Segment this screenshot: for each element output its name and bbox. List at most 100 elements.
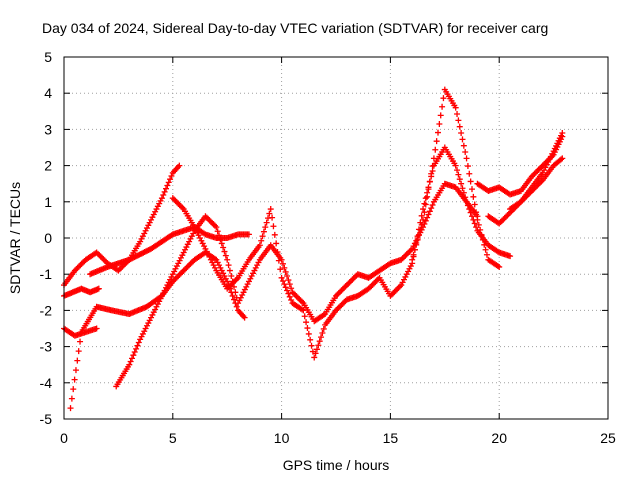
y-tick-label: 1 <box>44 194 52 210</box>
data-point <box>304 325 311 332</box>
data-point <box>274 249 281 256</box>
data-point <box>224 256 231 263</box>
data-point <box>415 231 422 238</box>
y-tick-label: 3 <box>44 121 52 137</box>
data-point <box>233 303 240 310</box>
data-point <box>436 120 443 127</box>
data-point <box>467 178 474 185</box>
data-point <box>160 192 167 199</box>
data-point <box>281 281 288 288</box>
x-axis-label: GPS time / hours <box>283 457 390 473</box>
data-point <box>459 185 466 192</box>
data-point <box>286 281 293 288</box>
data-points <box>61 86 566 412</box>
data-point <box>422 201 429 208</box>
data-point <box>463 155 470 162</box>
data-point <box>320 325 327 332</box>
series-track-7 <box>169 144 514 361</box>
x-tick-label: 15 <box>383 430 399 446</box>
data-point <box>429 201 436 208</box>
series-track-11 <box>507 155 566 213</box>
y-tick-label: -4 <box>40 375 53 391</box>
data-point <box>133 345 140 352</box>
data-point <box>167 176 174 183</box>
y-tick-label: 2 <box>44 158 52 174</box>
data-point <box>475 221 482 228</box>
data-point <box>158 195 165 202</box>
y-tick-label: -5 <box>40 411 53 427</box>
data-point <box>425 186 432 193</box>
data-point <box>131 349 138 356</box>
data-point <box>126 361 133 368</box>
data-point <box>463 198 470 205</box>
data-point <box>311 354 318 361</box>
data-point <box>67 405 74 412</box>
data-point <box>454 111 461 118</box>
data-point <box>163 185 169 192</box>
data-point <box>507 253 514 260</box>
y-tick-label: -1 <box>40 266 53 282</box>
data-point <box>75 348 82 355</box>
y-tick-label: 4 <box>44 85 52 101</box>
data-point <box>288 296 295 303</box>
data-point <box>284 287 291 294</box>
data-point <box>282 268 289 275</box>
data-point <box>422 217 429 224</box>
data-point <box>428 205 435 212</box>
series-track-1 <box>61 162 183 289</box>
data-point <box>418 221 425 228</box>
data-point <box>213 224 220 231</box>
data-point <box>462 194 469 201</box>
data-point <box>278 274 285 281</box>
data-point <box>426 208 433 215</box>
data-point <box>426 178 433 185</box>
data-point <box>300 307 307 314</box>
data-point <box>479 236 486 243</box>
x-tick-label: 10 <box>274 430 290 446</box>
data-point <box>225 262 232 269</box>
data-point <box>318 334 325 341</box>
data-point <box>458 130 465 137</box>
data-point <box>68 395 75 402</box>
data-point <box>256 242 263 249</box>
x-tick-label: 20 <box>491 430 507 446</box>
data-point <box>164 182 171 189</box>
data-point <box>134 342 141 349</box>
data-point <box>437 112 444 119</box>
data-point <box>466 206 473 213</box>
data-point <box>278 256 285 263</box>
data-point <box>218 240 225 247</box>
data-point <box>241 314 248 321</box>
data-point <box>433 138 440 145</box>
data-point <box>245 231 252 238</box>
chart-title: Day 034 of 2024, Sidereal Day-to-day VTE… <box>42 20 548 36</box>
data-point <box>303 319 310 326</box>
data-point <box>281 264 288 271</box>
data-point <box>482 246 489 253</box>
data-point <box>285 290 292 297</box>
data-point <box>216 232 223 239</box>
data-point <box>259 233 266 240</box>
y-tick-label: 0 <box>44 230 52 246</box>
series-track-10 <box>485 130 566 227</box>
data-point <box>471 220 478 227</box>
data-point <box>559 155 566 162</box>
data-point <box>452 104 459 111</box>
data-point <box>483 251 490 258</box>
data-point <box>93 325 100 332</box>
axis-ticks: 0 5 10 15 20 25 -5 -4 -3 -2 -1 0 1 2 3 4 5 <box>40 49 616 446</box>
data-point <box>473 209 480 216</box>
data-point <box>481 241 488 248</box>
x-tick-label: 5 <box>169 430 177 446</box>
data-point <box>440 95 447 102</box>
data-point <box>273 240 280 247</box>
data-point <box>478 231 485 238</box>
data-point <box>428 170 435 177</box>
data-point <box>135 339 142 346</box>
data-point <box>277 266 284 273</box>
data-point <box>165 179 172 186</box>
data-point <box>474 216 481 223</box>
series-track-5 <box>87 224 252 278</box>
data-point <box>262 224 269 231</box>
data-point <box>267 206 274 213</box>
